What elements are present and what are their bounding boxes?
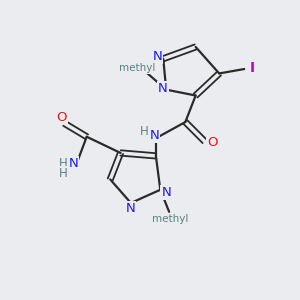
Text: methyl: methyl xyxy=(152,214,189,224)
Text: N: N xyxy=(152,50,162,63)
Text: methyl: methyl xyxy=(118,63,155,74)
Text: N: N xyxy=(158,82,167,95)
Text: O: O xyxy=(208,136,218,149)
Text: H: H xyxy=(59,167,68,180)
Text: N: N xyxy=(161,186,171,199)
Text: O: O xyxy=(56,110,67,124)
Text: I: I xyxy=(250,61,255,75)
Text: N: N xyxy=(149,129,159,142)
Text: N: N xyxy=(69,157,78,170)
Text: N: N xyxy=(125,202,135,215)
Text: H: H xyxy=(140,125,149,138)
Text: H: H xyxy=(59,157,68,170)
